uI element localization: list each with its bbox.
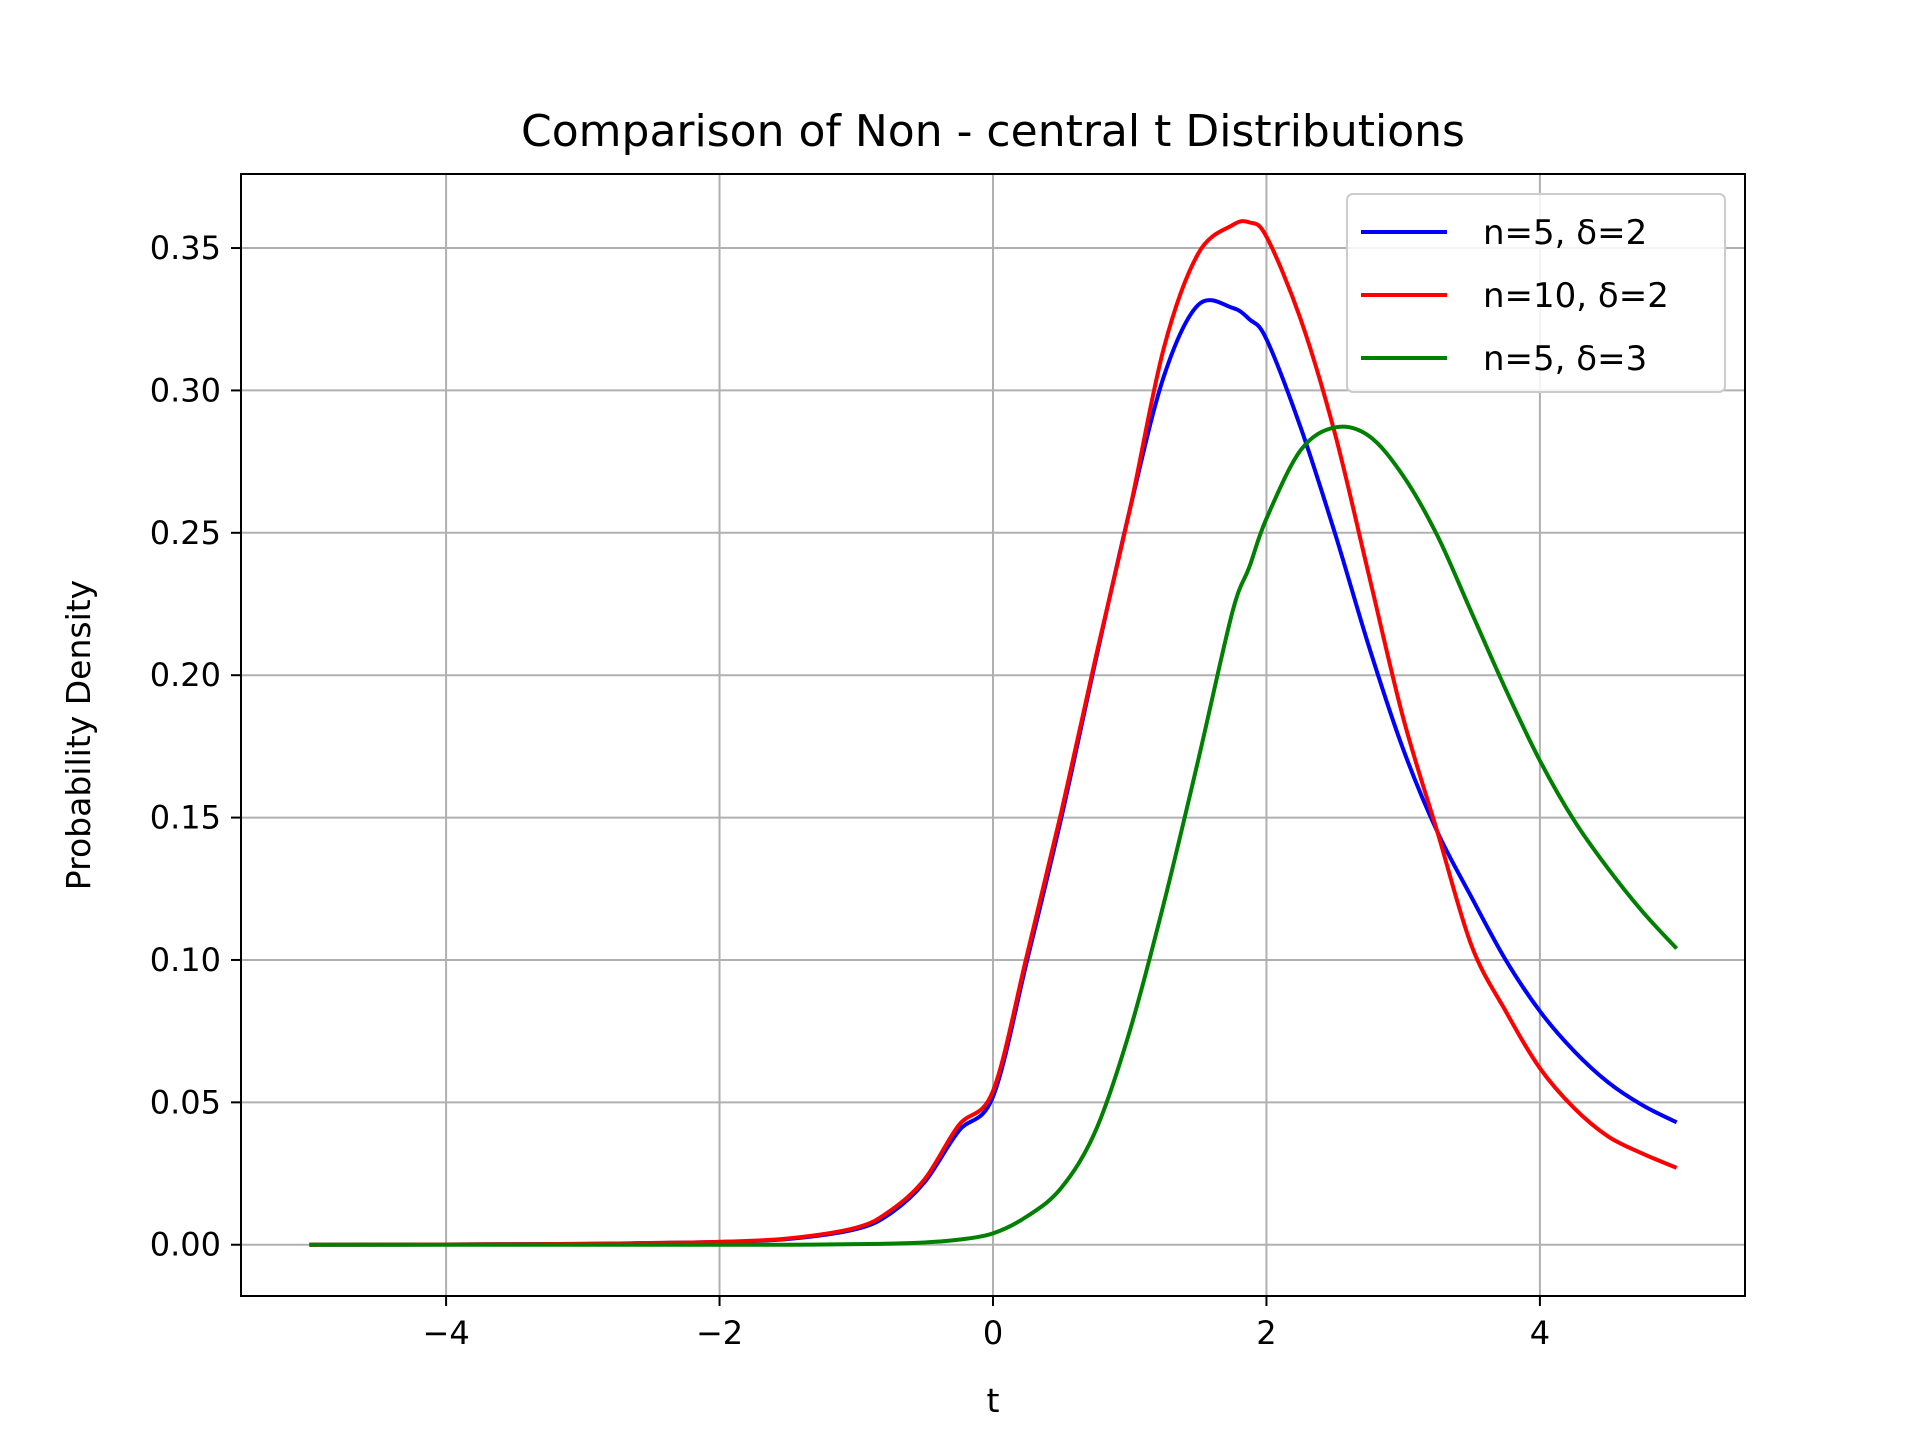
- y-tick-label: 0.05: [150, 1083, 221, 1121]
- y-tick-label: 0.20: [150, 656, 221, 694]
- y-tick-label: 0.10: [150, 941, 221, 979]
- y-axis-label: Probability Density: [59, 580, 98, 890]
- x-axis-label: t: [987, 1381, 1000, 1420]
- x-tick-label: −2: [696, 1314, 743, 1352]
- legend-label-1: n=5, δ=2: [1483, 213, 1647, 253]
- legend-label-2: n=10, δ=2: [1483, 276, 1669, 316]
- y-tick-label: 0.25: [150, 514, 221, 552]
- x-tick-label: −4: [423, 1314, 470, 1352]
- y-tick-label: 0.15: [150, 799, 221, 837]
- legend: n=5, δ=2 n=10, δ=2 n=5, δ=3: [1347, 194, 1725, 392]
- y-tick-label: 0.35: [150, 229, 221, 267]
- chart-title: Comparison of Non - central t Distributi…: [521, 106, 1465, 157]
- y-tick-label: 0.00: [150, 1226, 221, 1264]
- x-tick-label: 2: [1256, 1314, 1276, 1352]
- x-tick-label: 4: [1530, 1314, 1550, 1352]
- y-tick-label: 0.30: [150, 371, 221, 409]
- x-tick-label: 0: [983, 1314, 1003, 1352]
- legend-label-3: n=5, δ=3: [1483, 339, 1647, 379]
